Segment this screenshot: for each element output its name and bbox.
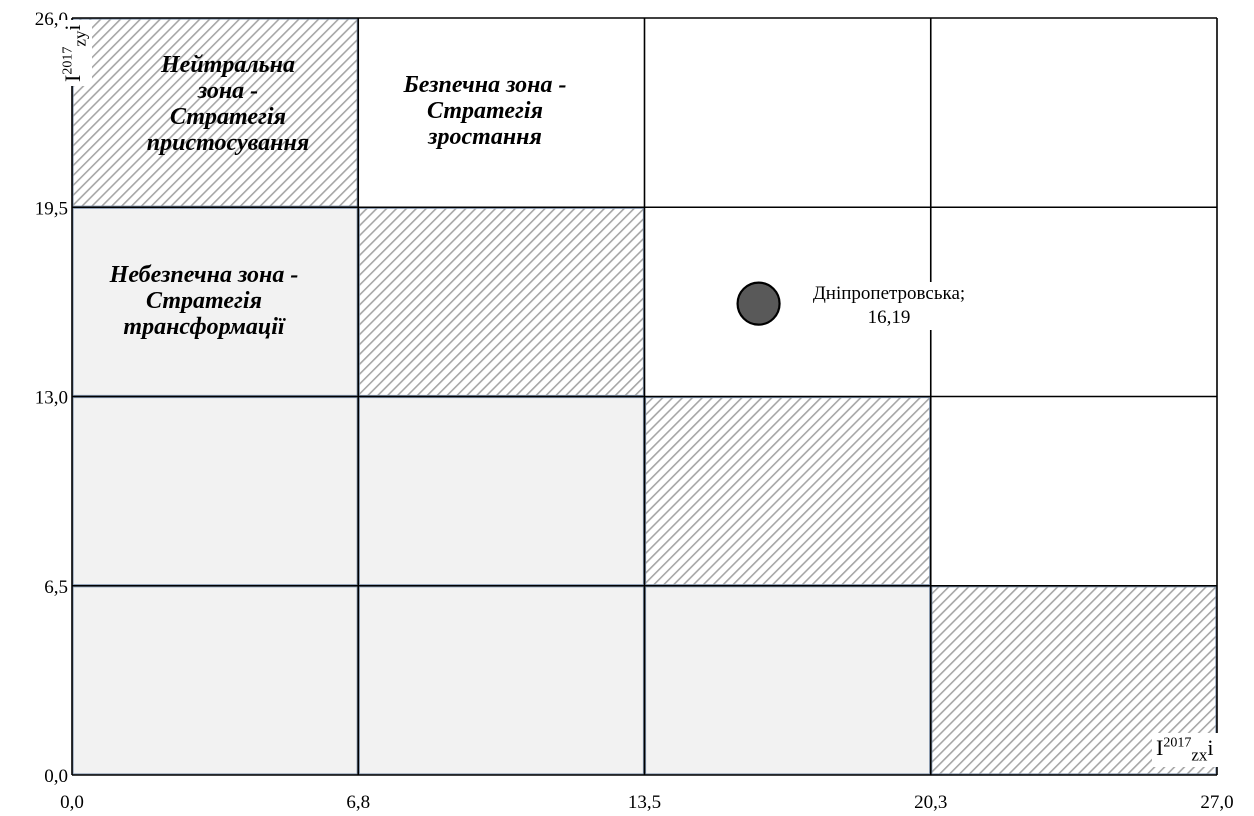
zone-cell-gray [72, 207, 358, 397]
point-label-line-2: 16,19 [867, 307, 911, 328]
safe-zone-line-1: Безпечна зона - [403, 72, 567, 98]
x-tick-label: 20,3 [914, 792, 947, 813]
zone-cell-hatched [358, 207, 645, 397]
danger-zone-label: Небезпечна зона - Стратегія трансформаці… [74, 262, 334, 340]
zone-cell-gray [644, 586, 931, 775]
x-tick-label: 27,0 [1200, 792, 1233, 813]
zone-cell-white [359, 19, 644, 207]
zone-cell-gray [72, 586, 358, 775]
neutral-zone-line-3: Стратегія [170, 104, 286, 130]
neutral-zone-line-2: зона - [197, 78, 259, 104]
zone-cell-hatched [72, 18, 358, 207]
grid-lines [71, 17, 1218, 776]
point-label-dnipropetrovska: Дніпропетровська; 16,19 [800, 282, 978, 330]
zone-cell-gray [358, 586, 645, 775]
x-axis-label-sub: zx [1191, 745, 1208, 765]
y-axis-label-sub: zy [70, 30, 90, 47]
danger-zone-line-2: Стратегія [146, 288, 262, 314]
x-axis-label-sup: 2017 [1163, 735, 1192, 751]
x-tick-label: 6,8 [346, 792, 370, 813]
data-point-marker [736, 281, 781, 326]
tick-labels: 0,0 6,8 13,5 20,3 27,00,06,513,019,526,0 [35, 9, 1234, 813]
zone-cell-gray [358, 396, 645, 586]
y-tick-label: 6,5 [44, 577, 68, 598]
y-axis-label-sup: 2017 [60, 46, 76, 75]
zone-cell-white [931, 397, 1216, 585]
y-axis-label-base: I [60, 74, 85, 82]
zone-cell-white [931, 208, 1216, 396]
safe-zone-line-2: Стратегія [427, 98, 543, 124]
x-axis-label-tail: i [1207, 735, 1214, 760]
x-axis-label-base: I [1156, 735, 1164, 760]
safe-zone-label: Безпечна зона - Стратегія зростання [360, 72, 610, 150]
neutral-zone-line-4: пристосування [146, 130, 310, 156]
danger-zone-line-3: трансформації [123, 314, 285, 340]
neutral-zone-label: Нейтральна зона - Стратегія пристосуванн… [108, 52, 348, 156]
zone-cell-gray [72, 396, 358, 586]
y-tick-label: 13,0 [35, 388, 68, 409]
danger-zone-line-1: Небезпечна зона - [109, 262, 299, 288]
y-tick-label: 19,5 [35, 198, 68, 219]
safe-zone-line-3: зростання [428, 124, 542, 150]
data-points [736, 281, 781, 326]
zone-cell-hatched [644, 396, 931, 586]
x-tick-label: 13,5 [628, 792, 661, 813]
x-axis-label: I2017zxi [1152, 733, 1218, 768]
y-tick-label: 0,0 [44, 766, 68, 787]
point-label-line-1: Дніпропетровська; [812, 283, 966, 304]
x-tick-label: 0,0 [60, 792, 84, 813]
y-axis-label: I2017zyi [58, 20, 93, 86]
y-axis-label-tail: i [60, 24, 85, 31]
zone-cell-white [645, 19, 930, 207]
neutral-zone-line-1: Нейтральна [161, 52, 295, 78]
zone-cell-white [931, 19, 1216, 207]
